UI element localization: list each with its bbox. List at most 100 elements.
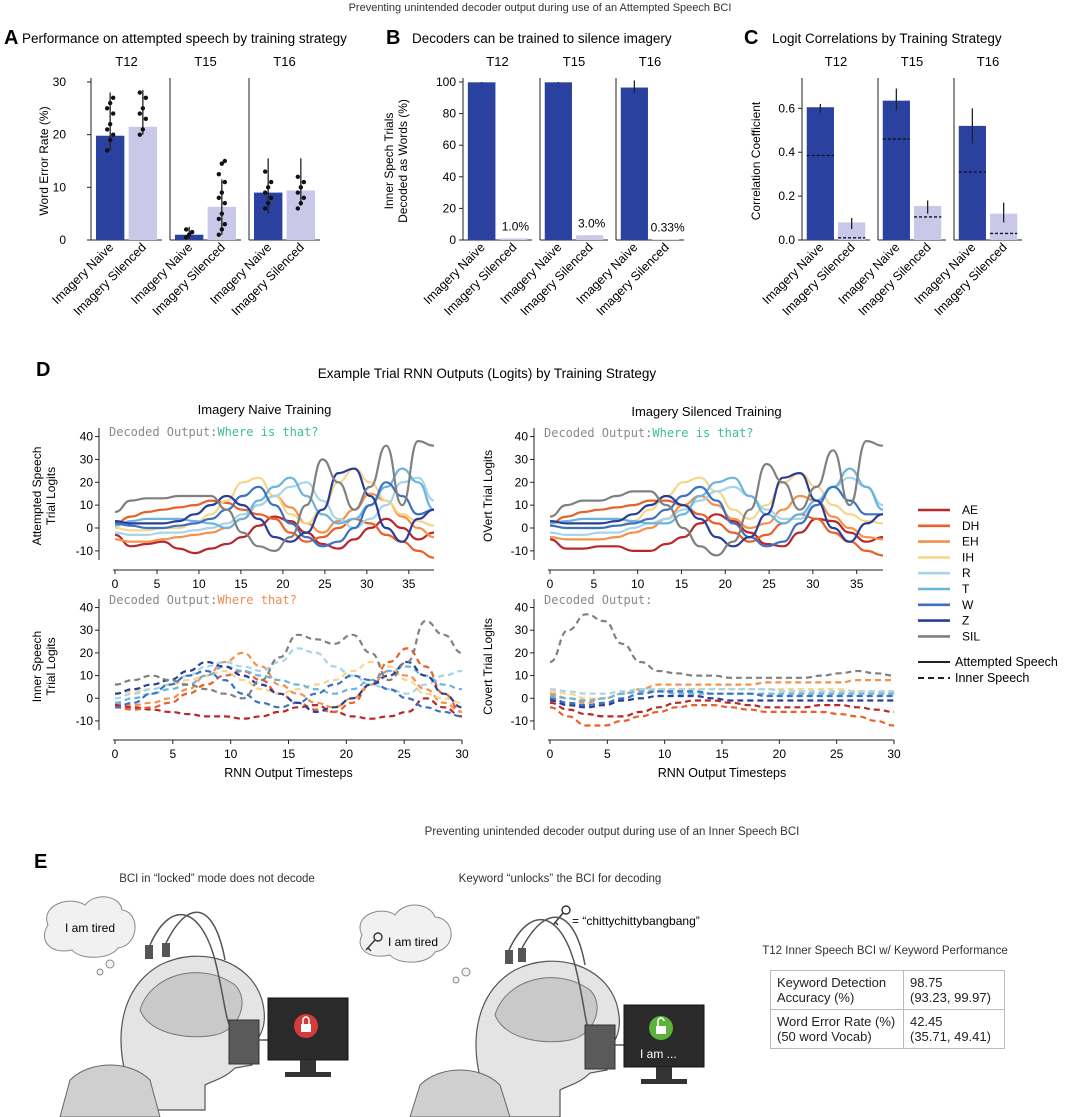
data-point: [104, 148, 110, 153]
x-tick-label: 0: [547, 747, 554, 761]
data-point: [219, 211, 225, 216]
key-icon: [552, 905, 571, 926]
monitor-stand: [656, 1067, 672, 1081]
bar: [838, 222, 866, 240]
bar: [128, 126, 158, 240]
decoded-output: Decoded Output:Where is that?: [109, 425, 319, 439]
panel-c-chart: Correlation Coefficient0.00.20.40.6T12Im…: [749, 54, 1022, 318]
y-tick-label: 20: [80, 475, 94, 489]
series-line-eh: [549, 494, 884, 541]
series-line-ae: [549, 699, 895, 718]
bar: [882, 100, 910, 241]
bar: [576, 235, 604, 240]
y-tick-label: 40: [80, 601, 94, 615]
x-tick-label: 5: [590, 577, 597, 591]
shoulder: [59, 1064, 161, 1117]
bar: [806, 107, 834, 240]
x-tick-label: 25: [318, 577, 332, 591]
x-tick-label: 15: [282, 747, 296, 761]
data-point: [137, 90, 143, 95]
ylabel-line: Correlation Coefficient: [749, 101, 763, 220]
x-tick-label: 0: [112, 577, 119, 591]
decoded-output: Decoded Output:: [544, 593, 652, 607]
panel-b-ylabel: Inner Spech TrialsDecoded as Words (%): [382, 99, 410, 223]
x-tick-label: 15: [715, 747, 729, 761]
cable: [149, 914, 233, 1031]
line-subplot: -10 0 10 20 30 40 0 5 10 15 20 25 30 RNN Output Times…: [481, 593, 901, 780]
participant-label: T15: [563, 54, 585, 69]
legend-label: Attempted Speech: [955, 655, 1058, 669]
y-tick-label: 10: [53, 180, 67, 194]
series-line-sil: [114, 619, 463, 700]
data-point: [298, 200, 304, 206]
data-point: [216, 216, 222, 222]
data-point: [104, 106, 110, 111]
y-tick-label: 0.0: [778, 233, 795, 247]
legend-label: DH: [962, 519, 979, 533]
y-tick-label: 20: [515, 475, 529, 489]
data-point: [216, 195, 222, 201]
line-subplot: -10 0 10 20 30 40 0 5 10 15 20 25 30 RNN Output Times…: [30, 593, 469, 780]
series-line-r: [549, 688, 894, 695]
data-point: [143, 95, 149, 101]
data-point: [137, 111, 143, 116]
shoulder: [409, 1069, 511, 1117]
data-point: [295, 190, 301, 195]
panel-c-ylabel: Correlation Coefficient: [749, 101, 763, 220]
data-point: [140, 106, 146, 111]
bar: [620, 87, 648, 240]
x-tick-label: 30: [455, 747, 469, 761]
data-point: [295, 174, 301, 179]
bar: [652, 239, 680, 240]
left-caption: BCI in “locked” mode does not decode: [119, 873, 315, 885]
column-title: Imagery Silenced Training: [631, 404, 781, 419]
participant-label: T16: [977, 54, 999, 69]
table-cell-value: 98.75 (93.23, 99.97): [903, 970, 1005, 1010]
data-point: [110, 111, 116, 116]
x-tick-label: 0: [112, 747, 119, 761]
data-point: [219, 161, 225, 166]
data-point: [295, 206, 301, 211]
bar: [467, 82, 496, 240]
line-panels: -10 0 10 20 30 40 0 5 10 15 20 25 30 35 Imagery Naive …: [30, 402, 1058, 780]
data-label: 1.0%: [502, 219, 530, 233]
y-axis-label: Inner SpeechTrial Logits: [30, 631, 58, 702]
x-tick-label: 30: [887, 747, 901, 761]
y-tick-label: 30: [515, 452, 529, 466]
x-tick-label: 5: [169, 747, 176, 761]
y-axis-label: Covert Trial Logits: [481, 618, 495, 715]
right-caption: Keyword “unlocks” the BCI for decoding: [459, 873, 662, 885]
data-label: 0.33%: [651, 220, 685, 234]
data-point: [110, 95, 116, 101]
table-cell-label: Keyword Detection Accuracy (%): [770, 970, 904, 1010]
data-point: [183, 227, 189, 232]
figure-header: Preventing unintended decoder output dur…: [349, 2, 732, 14]
implant-connector: [505, 950, 513, 964]
participant-label: T12: [486, 54, 508, 69]
bar: [499, 238, 528, 240]
bar: [544, 82, 572, 240]
ylabel-line: Word Error Rate (%): [37, 106, 51, 215]
legend-label: W: [962, 598, 974, 612]
thought-left-text: I am tired: [65, 921, 115, 935]
legend-label: Inner Speech: [955, 671, 1029, 685]
x-tick-label: 25: [762, 577, 776, 591]
ylabel-line: Attempted Speech: [30, 447, 44, 546]
series-line-eh: [114, 651, 463, 713]
x-tick-label: 35: [402, 577, 416, 591]
thought-bubble-left: [43, 896, 136, 958]
decoded-output: Decoded Output:Where is that?: [544, 426, 754, 440]
monitor-base: [285, 1072, 331, 1077]
data-point: [107, 137, 113, 143]
ylabel-line: Trial Logits: [44, 467, 58, 525]
data-point: [183, 235, 189, 240]
series-line-dh: [114, 499, 435, 559]
x-tick-label: 25: [830, 747, 844, 761]
data-point: [301, 179, 307, 185]
column-title: Imagery Naive Training: [198, 402, 332, 417]
key-icon-bubble: [365, 932, 383, 952]
data-point: [107, 100, 113, 106]
data-label: 3.0%: [578, 216, 606, 230]
x-tick-label: 10: [224, 747, 238, 761]
